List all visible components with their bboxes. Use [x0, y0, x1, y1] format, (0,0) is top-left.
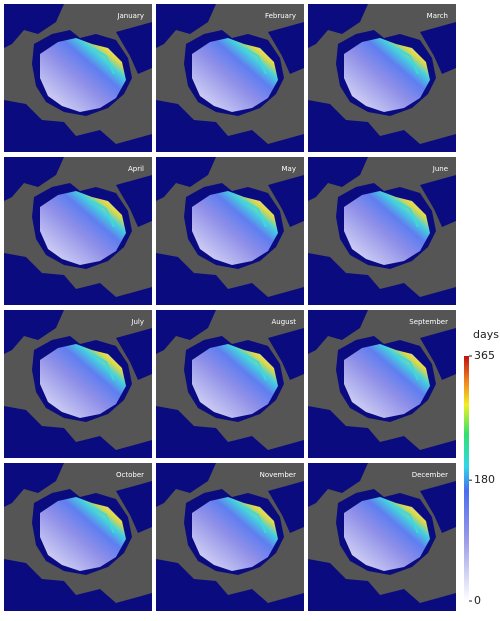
map-panel: June: [308, 157, 456, 305]
map-image: [156, 463, 304, 611]
map-image: [4, 4, 152, 152]
map-panel: August: [156, 310, 304, 458]
map: November: [156, 463, 304, 611]
colorbar: days 0 180 365: [464, 328, 499, 607]
map-image: [4, 157, 152, 305]
map-panel: January: [4, 4, 152, 152]
panel-title: May: [282, 165, 296, 173]
map-image: [156, 310, 304, 458]
map: December: [308, 463, 456, 611]
map-panel: July: [4, 310, 152, 458]
map: July: [4, 310, 152, 458]
map-panel: September: [308, 310, 456, 458]
map-panel: April: [4, 157, 152, 305]
map-panel: May: [156, 157, 304, 305]
panel-title: January: [116, 12, 144, 20]
map: May: [156, 157, 304, 305]
panel-title: October: [116, 471, 144, 479]
colorbar-tick-label: 365: [474, 349, 495, 362]
map-image: [4, 463, 152, 611]
panel-title: September: [409, 318, 448, 326]
panel-title: April: [128, 165, 144, 173]
map-panel: March: [308, 4, 456, 152]
map: February: [156, 4, 304, 152]
panel-title: June: [432, 165, 448, 173]
map-image: [308, 157, 456, 305]
map: October: [4, 463, 152, 611]
panel-title: July: [130, 318, 144, 326]
panel-title: November: [260, 471, 297, 479]
map-image: [308, 310, 456, 458]
panel-title: December: [412, 471, 448, 479]
map-panel: February: [156, 4, 304, 152]
map-panel: October: [4, 463, 152, 611]
map: August: [156, 310, 304, 458]
map-image: [4, 310, 152, 458]
panel-title: August: [272, 318, 297, 326]
map-image: [308, 463, 456, 611]
panel-title: March: [427, 12, 448, 20]
map-image: [156, 157, 304, 305]
map-panel: December: [308, 463, 456, 611]
colorbar-label: days: [473, 328, 499, 341]
map-image: [156, 4, 304, 152]
colorbar-ramp: [464, 356, 469, 601]
map: January: [4, 4, 152, 152]
map-image: [308, 4, 456, 152]
map: September: [308, 310, 456, 458]
colorbar-tick-label: 180: [474, 473, 495, 486]
map: April: [4, 157, 152, 305]
colorbar-tick-label: 0: [474, 594, 481, 607]
map-panel: November: [156, 463, 304, 611]
map: June: [308, 157, 456, 305]
map: March: [308, 4, 456, 152]
panel-title: February: [265, 12, 296, 20]
